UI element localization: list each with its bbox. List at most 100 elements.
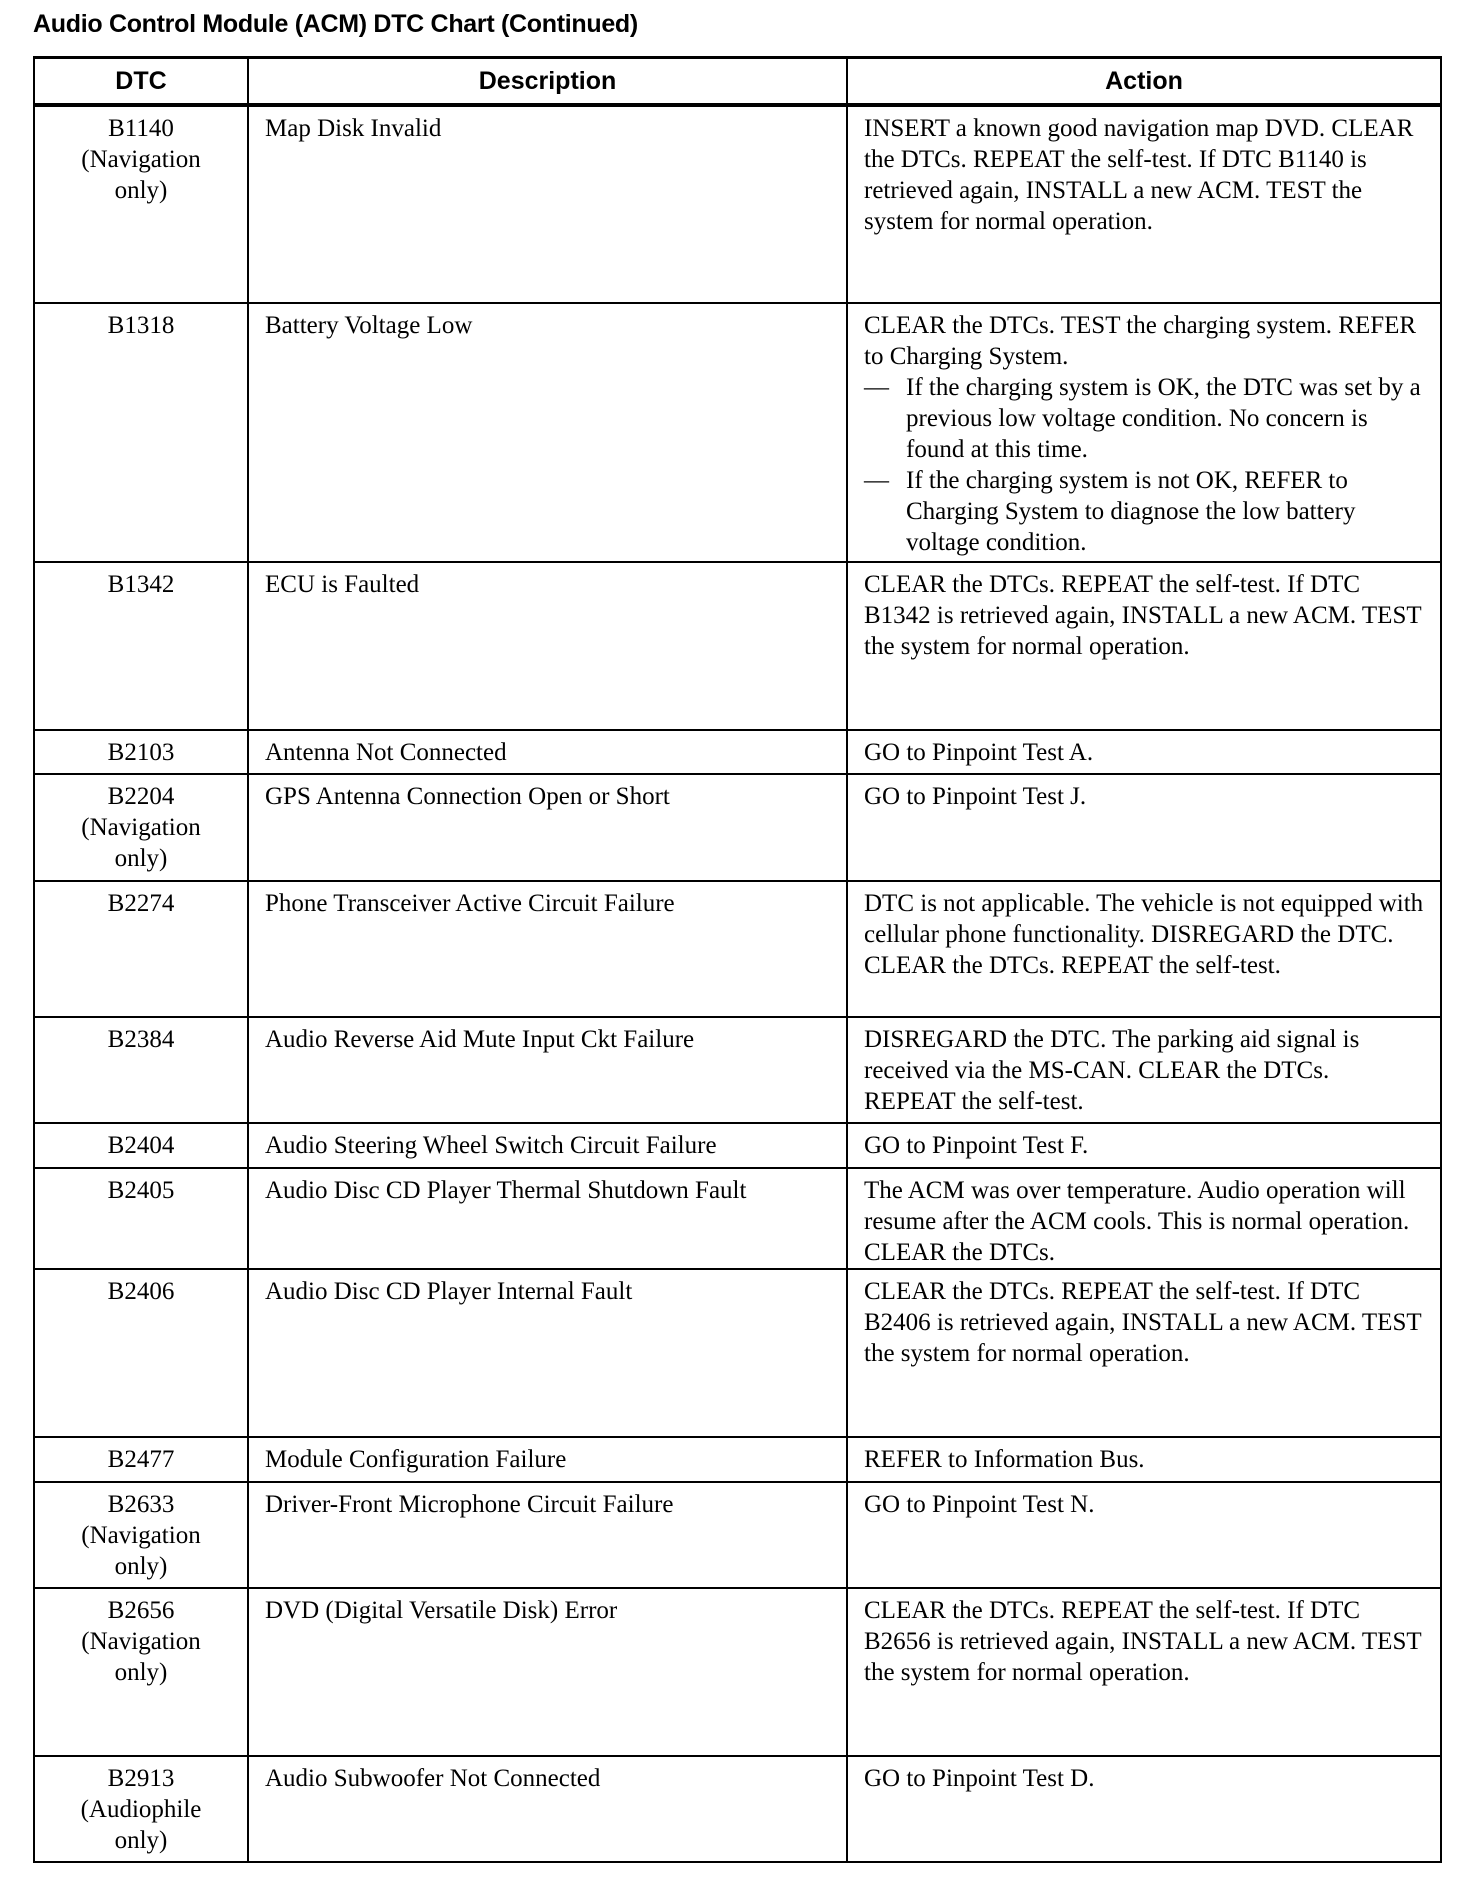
dtc-cell: B2274 [33,880,249,1018]
dtc-code-line: B2913 [107,1765,175,1792]
table-row: B1342 ECU is Faulted CLEAR the DTCs. REPEA… [33,561,1442,731]
dtc-cell: B2477 [33,1436,249,1483]
action-text: DTC is not applicable. The vehicle is no… [864,890,1424,979]
action-text: CLEAR the DTCs. REPEAT the self-test. If… [864,1597,1422,1686]
dtc-cell: B2656 (Navigation only) [33,1587,249,1757]
dtc-code-line: B2103 [107,739,175,766]
dtc-code-line: (Navigation [81,1522,201,1549]
action-text: GO to Pinpoint Test F. [864,1132,1089,1159]
dtc-code-line: B2384 [107,1026,175,1053]
action-cell: CLEAR the DTCs. REPEAT the self-test. If… [846,1587,1442,1757]
action-text: GO to Pinpoint Test D. [864,1765,1095,1792]
table-row: B2204 (Navigation only) GPS Antenna Connect… [33,773,1442,882]
dtc-code-line: B1342 [107,571,175,598]
dtc-code-line: B1140 [108,115,174,142]
description-cell: Phone Transceiver Active Circuit Failure [247,880,848,1018]
dtc-cell: B1342 [33,561,249,731]
dtc-cell: B2913 (Audiophile only) [33,1755,249,1863]
column-header-description: Description [247,56,848,107]
action-cell: GO to Pinpoint Test D. [846,1755,1442,1863]
description-cell: DVD (Digital Versatile Disk) Error [247,1587,848,1757]
action-text: The ACM was over temperature. Audio oper… [864,1177,1410,1266]
dtc-code-line: (Navigation [81,146,201,173]
action-text: GO to Pinpoint Test J. [864,783,1087,810]
dtc-code-line: B2404 [107,1132,175,1159]
description-cell: Audio Reverse Aid Mute Input Ckt Failure [247,1016,848,1124]
description-cell: Antenna Not Connected [247,729,848,775]
table-row: B2477 Module Configuration Failure REFER t… [33,1436,1442,1483]
dtc-cell: B2633 (Navigation only) [33,1481,249,1589]
dtc-code-line: only) [114,177,168,204]
dtc-code-line: only) [114,1659,168,1686]
description-cell: ECU is Faulted [247,561,848,731]
action-text: GO to Pinpoint Test N. [864,1491,1095,1518]
page-title: Audio Control Module (ACM) DTC Chart (Co… [33,10,638,38]
dtc-code-line: B2204 [107,783,175,810]
dtc-code-line: only) [114,1553,168,1580]
description-cell: Audio Subwoofer Not Connected [247,1755,848,1863]
dtc-code-line: only) [114,1827,168,1854]
description-cell: GPS Antenna Connection Open or Short [247,773,848,882]
dtc-cell: B2404 [33,1122,249,1169]
dtc-code-line: B2477 [107,1446,175,1473]
table-row: B2913 (Audiophile only) Audio Subwoofer Not… [33,1755,1442,1863]
action-text: CLEAR the DTCs. REPEAT the self-test. If… [864,571,1422,660]
action-cell: CLEAR the DTCs. TEST the charging system… [846,302,1442,563]
dtc-cell: B2204 (Navigation only) [33,773,249,882]
action-bullet: — If the charging system is not OK, REFER… [864,467,1356,556]
dtc-cell: B2384 [33,1016,249,1124]
action-cell: INSERT a known good navigation map DVD. … [846,104,1442,304]
table-row: B1140 (Navigation only) Map Disk Invalid INS… [33,104,1442,304]
table-row: B2404 Audio Steering Wheel Switch Circuit… [33,1122,1442,1169]
dash-marker: — [864,374,889,401]
column-header-action: Action [846,56,1442,107]
dtc-cell: B2103 [33,729,249,775]
dtc-code-line: (Navigation [81,1628,201,1655]
dash-marker: — [864,467,889,494]
description-cell: Audio Steering Wheel Switch Circuit Fail… [247,1122,848,1169]
dtc-code-line: B2405 [107,1177,175,1204]
description-cell: Map Disk Invalid [247,104,848,304]
dtc-cell: B2405 [33,1167,249,1270]
action-text: GO to Pinpoint Test A. [864,739,1094,766]
dtc-code-line: B2406 [107,1278,175,1305]
action-cell: The ACM was over temperature. Audio oper… [846,1167,1442,1270]
table-row: B2103 Antenna Not Connected GO to Pinpoint… [33,729,1442,775]
table-row: B2274 Phone Transceiver Active Circuit Fa… [33,880,1442,1018]
action-cell: CLEAR the DTCs. REPEAT the self-test. If… [846,1268,1442,1438]
action-cell: DISREGARD the DTC. The parking aid signa… [846,1016,1442,1124]
dtc-code-line: (Audiophile [80,1796,202,1823]
action-text: REFER to Information Bus. [864,1446,1145,1473]
action-text: CLEAR the DTCs. TEST the charging system… [864,312,1417,370]
action-cell: GO to Pinpoint Test J. [846,773,1442,882]
dtc-cell: B2406 [33,1268,249,1438]
description-cell: Audio Disc CD Player Thermal Shutdown Fa… [247,1167,848,1270]
action-text: CLEAR the DTCs. REPEAT the self-test. If… [864,1278,1422,1367]
table-row: B2406 Audio Disc CD Player Internal Fault… [33,1268,1442,1438]
dtc-code-line: B2274 [107,890,175,917]
table-row: B2384 Audio Reverse Aid Mute Input Ckt Fa… [33,1016,1442,1124]
action-cell: GO to Pinpoint Test F. [846,1122,1442,1169]
description-cell: Module Configuration Failure [247,1436,848,1483]
action-text: INSERT a known good navigation map DVD. … [864,115,1414,235]
dtc-chart-table: DTC Description Action B1140 (Navigation o… [33,56,1442,1863]
action-text: DISREGARD the DTC. The parking aid signa… [864,1026,1360,1115]
column-header-dtc: DTC [33,56,249,107]
table-row: B2633 (Navigation only) Driver-Front Microp… [33,1481,1442,1589]
dtc-code-line: B2633 [107,1491,175,1518]
table-header-row: DTC Description Action [33,56,1442,107]
dtc-code-line: (Navigation [81,814,201,841]
action-cell: GO to Pinpoint Test A. [846,729,1442,775]
dtc-code-line: B1318 [107,312,175,339]
action-bullet: — If the charging system is OK, the DTC w… [864,374,1421,463]
dtc-code-line: only) [114,845,168,872]
action-cell: CLEAR the DTCs. REPEAT the self-test. If… [846,561,1442,731]
table-row: B2656 (Navigation only) DVD (Digital Versat… [33,1587,1442,1757]
dtc-code-line: B2656 [107,1597,175,1624]
description-cell: Audio Disc CD Player Internal Fault [247,1268,848,1438]
description-cell: Driver-Front Microphone Circuit Failure [247,1481,848,1589]
table-row: B2405 Audio Disc CD Player Thermal Shutdo… [33,1167,1442,1270]
dtc-cell: B1140 (Navigation only) [33,104,249,304]
dtc-cell: B1318 [33,302,249,563]
action-cell: GO to Pinpoint Test N. [846,1481,1442,1589]
